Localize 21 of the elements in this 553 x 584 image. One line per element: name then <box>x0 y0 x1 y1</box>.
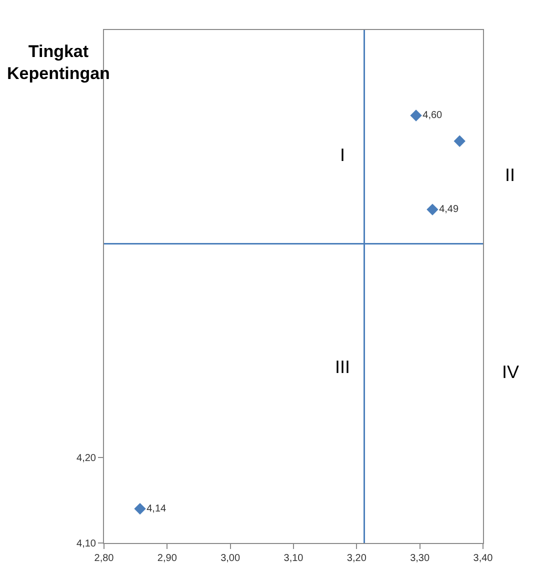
x-tick-label: 3,00 <box>220 553 240 564</box>
point <box>410 110 422 122</box>
point <box>426 204 438 216</box>
text: II <box>505 165 516 185</box>
point <box>134 502 146 515</box>
x-tick-label: 2,80 <box>94 553 114 564</box>
y-tick-label: 4,20 <box>76 453 96 464</box>
data-label: 4,60 <box>422 110 443 121</box>
x-tick-label: 3,20 <box>346 553 367 564</box>
y-axis-title: Tingkat Kepentingan <box>7 42 110 84</box>
x-tick-label: 3,30 <box>410 553 430 564</box>
data-label: 4,49 <box>439 204 459 216</box>
x-tick-label: 3,10 <box>284 553 304 564</box>
annotation: III <box>335 357 350 377</box>
text: IV <box>502 362 520 382</box>
annotation: I <box>340 145 346 165</box>
x-tick-label: 2,90 <box>157 553 178 564</box>
data-label: 4,14 <box>146 503 167 514</box>
point <box>454 135 466 147</box>
x-tick-label: 3,40 <box>473 553 494 564</box>
y-tick-label: 4,10 <box>76 538 96 550</box>
